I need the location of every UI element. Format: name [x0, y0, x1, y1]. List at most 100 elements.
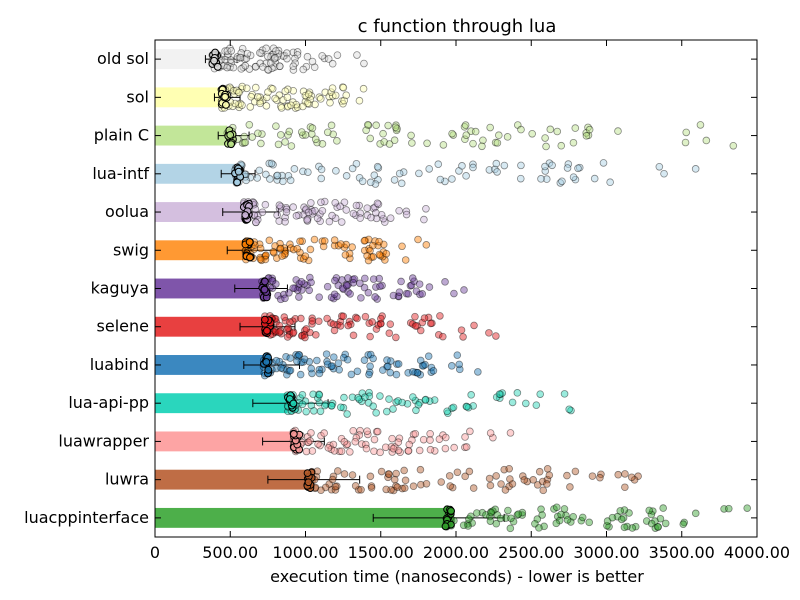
sample-point [455, 167, 463, 175]
sample-point [519, 472, 527, 480]
sample-point [464, 403, 473, 412]
sample-point [292, 212, 301, 220]
sample-point [246, 51, 255, 60]
sample-point [364, 288, 373, 297]
sample-point [419, 361, 428, 370]
sample-point [661, 519, 670, 528]
sample-point [333, 51, 342, 59]
sample-points [208, 44, 751, 533]
sample-point [283, 85, 292, 94]
sample-point [537, 175, 545, 183]
sample-point [413, 368, 422, 377]
sample-point [236, 53, 245, 62]
sample-point [337, 218, 346, 226]
sample-point [420, 215, 428, 224]
sample-point [564, 160, 573, 168]
sample-point [383, 356, 391, 364]
sample-point [447, 507, 455, 515]
sample-point [349, 275, 357, 284]
sample-point [369, 204, 378, 213]
sample-point [268, 85, 277, 93]
sample-point [659, 504, 667, 512]
sample-point [303, 52, 312, 61]
sample-point [414, 401, 423, 409]
sample-point [297, 278, 306, 286]
sample-point [351, 482, 360, 490]
sample-point [327, 293, 336, 302]
sample-point [383, 362, 391, 371]
sample-point [461, 443, 469, 452]
sample-point [462, 172, 470, 180]
sample-point [240, 55, 249, 64]
sample-point [295, 293, 303, 301]
sample-point [582, 129, 591, 137]
sample-point [327, 319, 335, 327]
sample-point [394, 292, 403, 300]
sample-point [324, 444, 333, 452]
sample-point [306, 273, 314, 282]
sample-point [393, 360, 401, 368]
sample-point [299, 167, 307, 176]
sample-point [342, 240, 350, 249]
sample-point [430, 447, 439, 455]
sample-point [379, 240, 388, 249]
sample-point [283, 333, 292, 341]
sample-point [376, 448, 384, 457]
sample-point [366, 362, 374, 371]
sample-point [262, 358, 271, 366]
sample-point [330, 353, 338, 361]
sample-point [457, 326, 466, 334]
sample-point [279, 177, 287, 186]
sample-point [582, 132, 591, 140]
sample-point [462, 443, 471, 451]
sample-point [493, 139, 502, 147]
sample-point [401, 476, 410, 485]
sample-point [340, 470, 349, 478]
sample-point [246, 173, 255, 182]
sample-point [291, 54, 299, 63]
sample-point [274, 46, 283, 55]
sample-point [284, 131, 292, 139]
sample-point [239, 63, 248, 72]
sample-point [291, 59, 299, 67]
sample-point [500, 465, 508, 474]
category-label: oolua [105, 202, 149, 221]
sample-point [337, 447, 346, 456]
sample-point [276, 295, 285, 304]
sample-point [282, 205, 291, 214]
sample-point [345, 317, 354, 326]
sample-point [546, 125, 555, 134]
x-axis-label: execution time (nanoseconds) - lower is … [270, 567, 644, 586]
sample-point [307, 92, 316, 100]
sample-point [553, 512, 562, 521]
sample-point [377, 314, 385, 323]
sample-point [284, 102, 292, 111]
sample-point [372, 121, 380, 130]
sample-point [400, 484, 409, 492]
sample-point [493, 168, 501, 176]
sample-point [248, 90, 257, 99]
sample-point [565, 405, 573, 414]
sample-point [274, 291, 282, 300]
sample-point [267, 53, 275, 61]
sample-point [469, 139, 477, 148]
sample-point [496, 390, 505, 399]
sample-point [325, 480, 334, 488]
sample-point [696, 121, 705, 129]
sample-point [233, 53, 242, 61]
sample-point [485, 474, 494, 483]
sample-point [284, 324, 292, 332]
sample-point [566, 483, 574, 491]
sample-point [409, 320, 417, 328]
sample-point [441, 522, 450, 531]
sample-point [560, 505, 569, 513]
sample-point [492, 159, 501, 168]
sample-point [332, 482, 341, 491]
sample-point [461, 121, 470, 129]
x-tick-label: 0 [150, 543, 160, 562]
sample-point [478, 508, 487, 517]
sample-point [307, 429, 315, 437]
sample-point [299, 255, 308, 263]
sample-point [313, 394, 322, 402]
sample-point [536, 390, 544, 398]
